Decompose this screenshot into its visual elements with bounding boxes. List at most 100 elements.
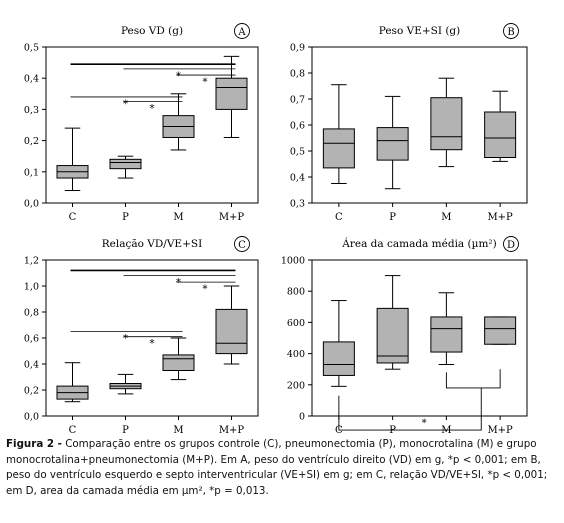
box-M+P — [484, 90, 517, 162]
box-C — [56, 362, 89, 403]
y-tick-label: 1,2 — [24, 256, 39, 267]
x-tick-label: M+P — [219, 212, 245, 223]
chart-title: Relação VD/VE+SI — [102, 238, 202, 250]
y-tick-label: 0,3 — [24, 105, 39, 116]
x-tick-label: C — [69, 212, 77, 223]
caption-text: Comparação entre os grupos controle (C),… — [6, 438, 548, 497]
box-iqr — [376, 127, 409, 161]
significance-star: * — [123, 99, 128, 110]
x-tick-label: M — [441, 212, 451, 223]
significance-bracket-top — [445, 369, 501, 389]
panel-letter-circle — [503, 23, 519, 39]
box-M — [430, 292, 463, 366]
box-iqr — [109, 158, 142, 170]
box-iqr — [484, 111, 517, 158]
panel-letter: D — [507, 240, 515, 251]
significance-star: * — [150, 104, 155, 115]
y-tick-label: 0,8 — [290, 69, 305, 80]
plot-frame — [45, 46, 259, 204]
box-M+P — [484, 316, 517, 345]
panel-letter-circle — [234, 23, 250, 39]
box-C — [322, 300, 355, 387]
chart-title: Peso VD (g) — [121, 25, 183, 37]
box-M+P — [215, 285, 248, 365]
y-tick-label: 1,0 — [24, 282, 39, 293]
significance-star: * — [150, 339, 155, 350]
significance-star: * — [203, 284, 208, 295]
panel-letter: B — [507, 27, 514, 38]
box-M+P — [215, 55, 248, 138]
panel-C: Relação VD/VE+SI C 0,0 0,2 0,4 0,6 0,8 1,0 1,2 C P… — [24, 236, 259, 435]
y-tick-label: 0,0 — [24, 412, 39, 423]
panel-B: Peso VE+SI (g) B 0,3 0,4 0,5 0,6 0,7 0,8 0,9 C P M M… — [290, 23, 528, 223]
box-iqr — [376, 307, 409, 364]
box-P — [376, 95, 409, 190]
y-tick-label: 1000 — [281, 256, 305, 267]
box-iqr — [215, 308, 248, 355]
box-iqr — [162, 354, 195, 371]
figure: Peso VD (g) A 0,0 0,1 0,2 0,3 0,4 0,5 C P M M+P * * * *… — [24, 23, 528, 435]
box-M — [162, 93, 195, 151]
panel-A: Peso VD (g) A 0,0 0,1 0,2 0,3 0,4 0,5 C P M M+P * * * * — [24, 23, 259, 223]
y-tick-label: 0,2 — [24, 136, 39, 147]
y-tick-label: 800 — [287, 287, 305, 298]
box-M — [162, 337, 195, 381]
y-tick-label: 0,1 — [24, 167, 39, 178]
x-tick-label: M+P — [219, 425, 245, 435]
x-tick-label: M — [173, 425, 183, 435]
y-tick-label: 0,4 — [24, 74, 39, 85]
x-tick-label: M — [173, 212, 183, 223]
chart-title: Peso VE+SI (g) — [379, 25, 461, 37]
box-iqr — [430, 97, 463, 151]
significance-star: * — [422, 418, 427, 429]
panel-letter: C — [238, 240, 246, 251]
y-tick-label: 0,7 — [290, 95, 305, 106]
y-tick-label: 0,5 — [24, 43, 39, 54]
x-tick-label: M+P — [487, 212, 513, 223]
box-iqr — [322, 128, 355, 169]
x-tick-label: P — [389, 212, 396, 223]
panel-letter: A — [237, 27, 246, 38]
x-tick-label: P — [122, 212, 129, 223]
y-tick-label: 0,2 — [24, 386, 39, 397]
box-iqr — [215, 77, 248, 110]
significance-star: * — [203, 77, 208, 88]
box-P — [109, 373, 142, 395]
y-tick-label: 200 — [287, 380, 305, 391]
y-tick-label: 0,4 — [24, 360, 39, 371]
significance-star: * — [176, 71, 181, 82]
box-iqr — [430, 316, 463, 353]
y-tick-label: 400 — [287, 349, 305, 360]
y-tick-label: 0,8 — [24, 308, 39, 319]
panel-D: Área da camada média (µm²) D 0 200 400 600 800… — [281, 236, 528, 435]
y-tick-label: 0,4 — [290, 173, 305, 184]
box-P — [109, 155, 142, 179]
y-tick-label: 0,9 — [290, 43, 305, 54]
significance-star: * — [123, 334, 128, 345]
box-iqr — [484, 316, 517, 345]
box-iqr — [322, 341, 355, 376]
box-C — [322, 84, 355, 184]
y-tick-label: 0,5 — [290, 147, 305, 158]
box-M — [430, 77, 463, 168]
significance-bracket — [338, 387, 482, 431]
x-tick-label: M+P — [487, 425, 513, 435]
y-tick-label: 0,0 — [24, 199, 39, 210]
y-tick-label: 0,6 — [290, 121, 305, 132]
x-tick-label: P — [122, 425, 129, 435]
y-tick-label: 0,3 — [290, 199, 305, 210]
box-C — [56, 127, 89, 192]
panel-letter-circle — [234, 236, 250, 252]
caption-label: Figura 2 - — [6, 438, 62, 450]
panel-letter-circle — [503, 236, 519, 252]
y-tick-label: 600 — [287, 318, 305, 329]
plot-frame — [311, 259, 528, 417]
x-tick-label: C — [69, 425, 77, 435]
figure-caption: Figura 2 - Comparação entre os grupos co… — [6, 437, 558, 499]
significance-star: * — [176, 278, 181, 289]
y-tick-label: 0,6 — [24, 334, 39, 345]
x-tick-label: C — [335, 212, 343, 223]
box-P — [376, 275, 409, 370]
chart-title: Área da camada média (µm²) — [341, 236, 496, 250]
y-tick-label: 0 — [299, 412, 305, 423]
